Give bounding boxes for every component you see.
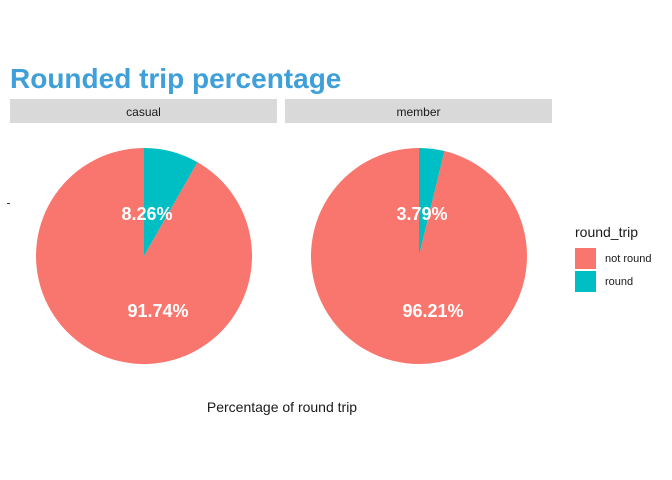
data-label-member-not-round: 96.21% [402,301,463,321]
facet-strip-label-member: member [396,105,440,119]
pie-slice-member-not-round [310,147,527,365]
facet-panel-casual: casual 91.74% 8.26% [10,99,277,364]
pie-slice-casual-not-round [36,148,253,364]
legend-label-round: round [605,276,633,288]
pie-slice-member-round [419,148,445,256]
pie-member [310,147,527,365]
pie-slice-casual-round [144,148,198,256]
legend: round_trip not round round [575,224,651,292]
facet-strip-casual [10,99,277,123]
data-label-member-round: 3.79% [396,204,447,224]
facet-panel-member: member 96.21% 3.79% [285,99,552,365]
legend-label-not-round: not round [605,253,651,265]
chart-title: Rounded trip percentage [10,63,341,94]
legend-key-round [575,271,596,292]
data-label-casual-round: 8.26% [121,204,172,224]
legend-title: round_trip [575,224,638,240]
legend-key-not-round [575,248,596,269]
facet-strip-label-casual: casual [126,105,161,119]
facet-strip-member [285,99,552,123]
x-axis-title: Percentage of round trip [207,399,357,415]
data-label-casual-not-round: 91.74% [127,301,188,321]
pie-casual [36,148,253,364]
